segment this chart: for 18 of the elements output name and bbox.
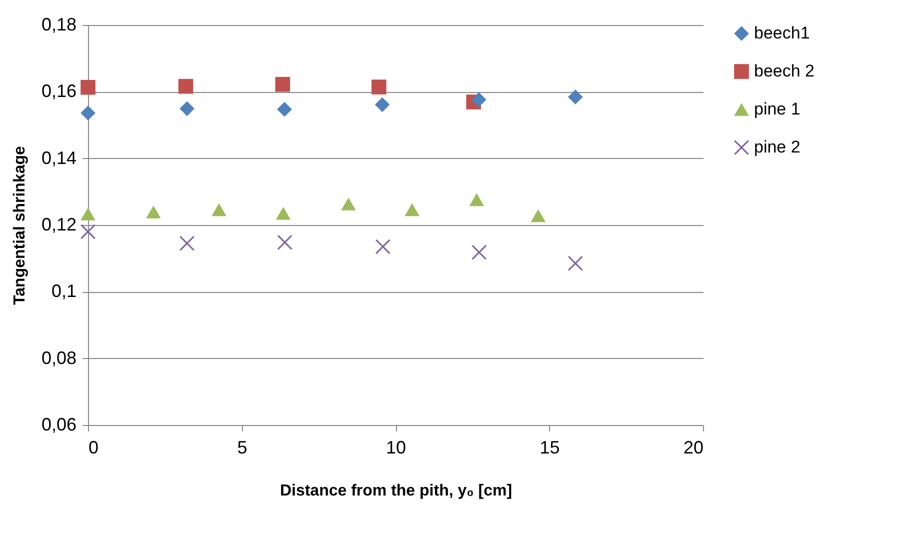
y-tick-label: 0,1 [51,281,76,302]
y-tick-label: 0,14 [41,148,76,168]
x-tick-label: 20 [683,438,704,458]
x-tick-label: 5 [237,438,248,458]
legend-label: beech 2 [754,62,814,80]
x-tick-label: 10 [386,438,406,458]
legend-label: pine 1 [754,100,800,118]
y-tick-label: 0,18 [41,14,76,34]
y-axis-title: Tangential shrinkage [11,146,28,305]
legend-label: beech1 [754,24,810,42]
y-tick-label: 0,08 [41,348,76,368]
y-tick-label: 0,16 [41,81,76,102]
legend-label: pine 2 [754,138,800,156]
x-tick-label: 0 [88,438,99,458]
x-tick-label: 15 [540,438,560,458]
y-tick-label: 0,06 [41,414,76,434]
y-tick-label: 0,12 [41,214,76,234]
x-axis-title: Distance from the pith, y₀ [cm] [280,482,512,500]
